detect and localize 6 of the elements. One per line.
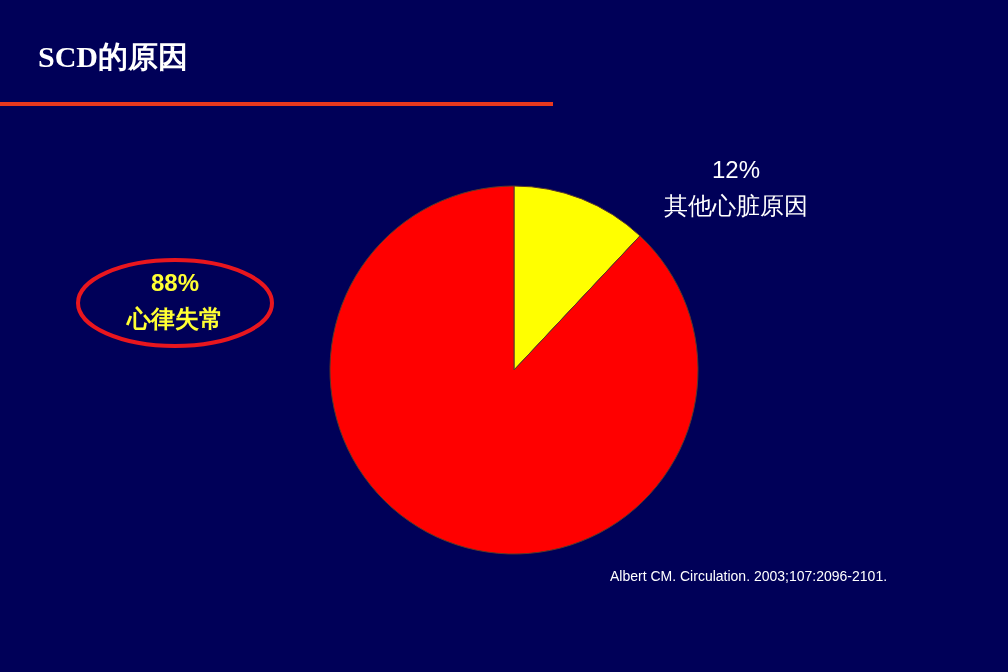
slice-label: 心律失常 — [126, 305, 223, 332]
data-label: 88% — [150, 269, 200, 296]
text: Albert CM. Circulation. 2003;107:2096-2101. — [610, 568, 888, 584]
chart-title: SCD的原因 — [38, 40, 189, 73]
slice-label: 其他心脏原因 — [664, 192, 808, 219]
data-label: 12% — [711, 156, 761, 183]
